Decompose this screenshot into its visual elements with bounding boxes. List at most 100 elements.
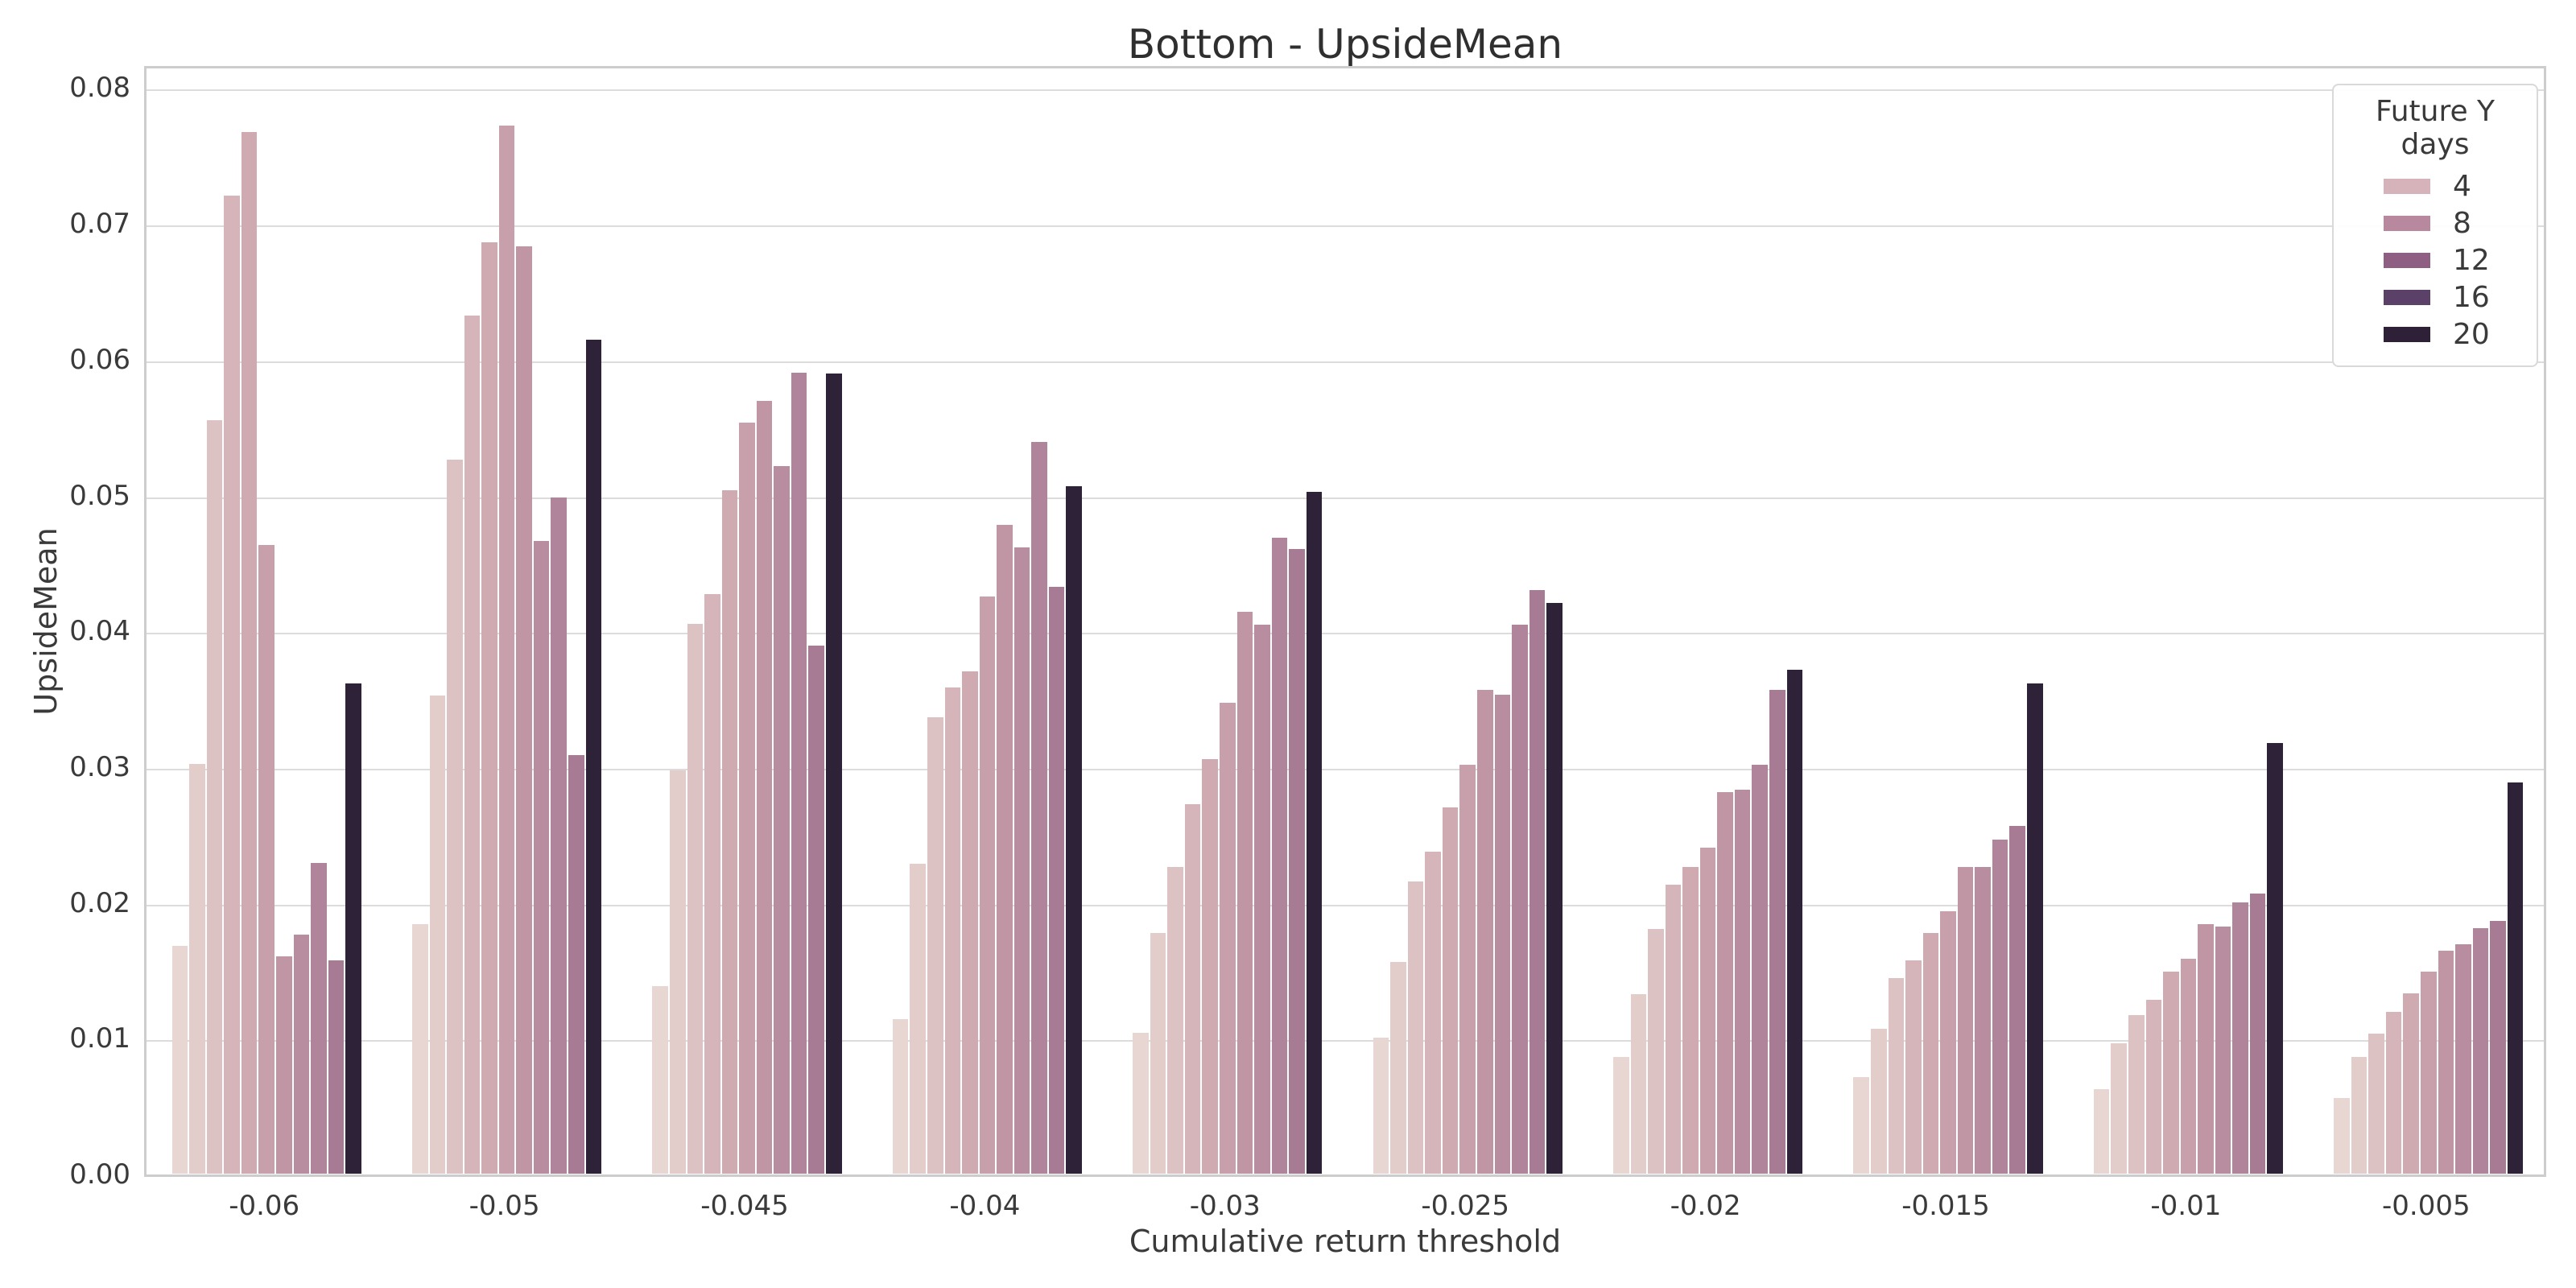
bar — [311, 862, 327, 1174]
legend-label: 12 — [2453, 243, 2490, 277]
bar — [2198, 923, 2214, 1174]
x-tick-label: -0.015 — [1901, 1190, 1990, 1222]
x-tick-label: -0.01 — [2150, 1190, 2222, 1222]
bar — [825, 374, 842, 1174]
bar — [171, 945, 188, 1174]
bar — [2421, 971, 2437, 1174]
legend-swatch — [2384, 326, 2430, 342]
bar — [241, 132, 258, 1174]
x-tick-label: -0.06 — [229, 1190, 300, 1222]
gridline — [147, 768, 2544, 770]
bar — [739, 423, 755, 1174]
bar — [1271, 538, 1288, 1174]
bar — [2351, 1056, 2368, 1174]
y-tick-label: 0.01 — [69, 1022, 130, 1055]
legend-title: Future Y days — [2375, 95, 2496, 161]
x-tick-label: -0.04 — [949, 1190, 1021, 1222]
bar — [258, 544, 275, 1174]
bar — [1167, 866, 1183, 1174]
plot-area — [144, 66, 2546, 1177]
bar — [2455, 943, 2471, 1174]
bar — [892, 1018, 909, 1174]
bar — [568, 755, 584, 1174]
bar — [1975, 866, 1991, 1174]
bar — [774, 466, 790, 1174]
bar — [1752, 765, 1769, 1174]
bar — [1940, 911, 1956, 1174]
bar — [1442, 807, 1459, 1174]
bar — [2026, 683, 2043, 1174]
bar — [2267, 743, 2283, 1174]
legend-label: 8 — [2453, 206, 2471, 240]
chart-title: Bottom - UpsideMean — [1127, 21, 1563, 68]
bar — [551, 497, 568, 1174]
bar — [293, 935, 310, 1174]
bar — [1871, 1028, 1887, 1174]
bar — [1425, 852, 1441, 1174]
bar — [1648, 929, 1664, 1174]
bar — [2368, 1034, 2384, 1174]
legend: Future Y days 4 8 12 16 20 — [2332, 84, 2538, 367]
bar — [997, 524, 1013, 1174]
bar — [2334, 1097, 2350, 1174]
bar — [1013, 547, 1030, 1174]
bar — [1236, 611, 1253, 1174]
bar — [2009, 826, 2025, 1174]
gridline — [147, 904, 2544, 906]
y-tick-label: 0.05 — [69, 479, 130, 512]
y-tick-label: 0.03 — [69, 750, 130, 783]
x-tick-label: -0.025 — [1421, 1190, 1509, 1222]
bar — [1853, 1077, 1870, 1174]
bar — [756, 401, 773, 1174]
bar — [1922, 933, 1939, 1174]
y-tick-label: 0.07 — [69, 208, 130, 241]
x-tick-label: -0.02 — [1670, 1190, 1741, 1222]
bar — [1546, 603, 1563, 1174]
bar — [1031, 441, 1047, 1174]
legend-entry: 4 — [2347, 167, 2524, 204]
legend-entries: 4 8 12 16 20 — [2347, 167, 2524, 353]
bar — [345, 683, 361, 1174]
bar — [1407, 881, 1424, 1174]
bar — [498, 125, 515, 1174]
x-tick-label: -0.03 — [1189, 1190, 1261, 1222]
bar — [670, 770, 686, 1174]
bar — [1133, 1032, 1149, 1174]
bar — [1613, 1056, 1629, 1174]
bar — [1734, 789, 1751, 1174]
bar — [2507, 782, 2524, 1174]
gridline — [147, 361, 2544, 363]
bar — [2472, 927, 2489, 1174]
bar — [2249, 894, 2266, 1174]
bar — [1220, 702, 1236, 1174]
y-tick-label: 0.00 — [69, 1158, 130, 1191]
x-tick-label: -0.005 — [2381, 1190, 2471, 1222]
bar — [910, 864, 926, 1174]
legend-swatch — [2384, 289, 2430, 305]
bar — [1184, 804, 1201, 1174]
bar — [1150, 933, 1166, 1174]
bar — [2403, 993, 2420, 1174]
bar — [1459, 765, 1476, 1174]
bar — [412, 923, 428, 1174]
bar — [1957, 866, 1974, 1174]
bar — [2111, 1043, 2127, 1174]
legend-label: 20 — [2453, 317, 2490, 351]
bar — [275, 956, 292, 1174]
bar — [1306, 492, 1323, 1174]
bar — [721, 490, 738, 1174]
bar — [1888, 978, 1905, 1174]
bar — [2128, 1014, 2145, 1174]
bar — [481, 242, 497, 1174]
bar — [1512, 625, 1528, 1174]
bar — [189, 763, 205, 1174]
bar — [1066, 486, 1082, 1174]
bar — [464, 315, 481, 1174]
bar — [1289, 548, 1305, 1174]
bar — [1048, 587, 1065, 1174]
legend-label: 4 — [2453, 169, 2471, 203]
bar — [2215, 926, 2231, 1174]
gridline — [147, 225, 2544, 228]
bar — [962, 671, 978, 1174]
